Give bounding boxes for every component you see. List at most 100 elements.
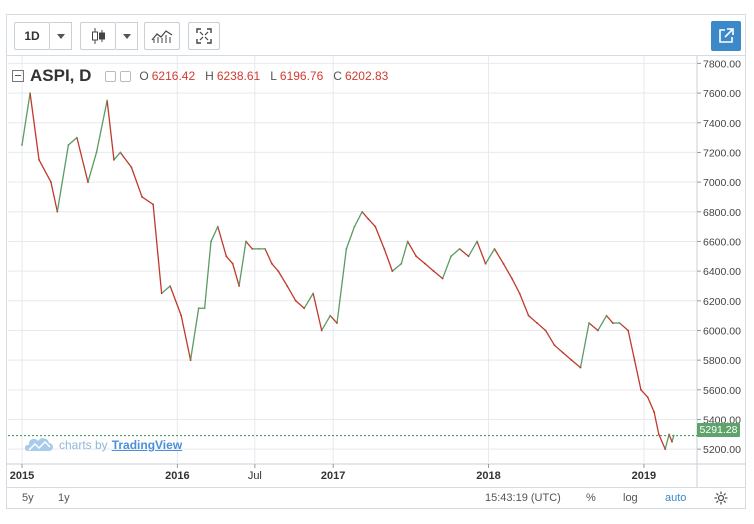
series-point xyxy=(353,225,356,228)
series-point xyxy=(633,359,636,362)
y-tick-label: 6200.00 xyxy=(703,296,741,308)
series-point xyxy=(646,396,649,399)
series-segment xyxy=(579,322,590,368)
series-point xyxy=(169,285,172,287)
series-segment xyxy=(161,285,171,294)
series-point xyxy=(668,433,670,436)
series-segment xyxy=(519,293,530,316)
collapse-icon[interactable] xyxy=(12,70,24,82)
chart-toolbar: 1D xyxy=(6,14,746,56)
series-segment xyxy=(407,241,417,257)
y-tick-label: 7200.00 xyxy=(703,147,741,159)
series-segment xyxy=(668,434,673,442)
series-segment xyxy=(76,137,89,183)
close-label: C xyxy=(333,69,342,83)
series-point xyxy=(251,247,254,250)
series-segment xyxy=(653,411,660,435)
popout-button[interactable] xyxy=(711,21,741,51)
range-5y-button[interactable]: 5y xyxy=(22,492,34,504)
series-point xyxy=(270,262,273,265)
fullscreen-button[interactable] xyxy=(188,22,220,50)
series-segment xyxy=(67,137,78,146)
series-segment xyxy=(597,315,608,331)
auto-toggle[interactable]: auto xyxy=(665,492,687,504)
series-segment xyxy=(467,241,478,257)
series-point xyxy=(672,434,675,437)
series-point xyxy=(458,247,461,250)
series-segment xyxy=(627,330,636,361)
series-segment xyxy=(493,248,505,265)
cloud-logo-icon xyxy=(25,438,53,451)
series-segment xyxy=(391,263,402,272)
y-tick-label: 7800.00 xyxy=(703,58,741,70)
series-segment xyxy=(238,241,247,287)
series-segment xyxy=(528,315,538,324)
chart-style-dropdown[interactable] xyxy=(116,22,138,50)
series-point xyxy=(562,351,564,354)
series-segment xyxy=(141,196,154,205)
series-point xyxy=(476,240,478,243)
indicators-button[interactable] xyxy=(144,22,180,50)
high-label: H xyxy=(205,69,214,83)
series-segment xyxy=(245,241,253,250)
series-point xyxy=(197,307,200,310)
series-point xyxy=(400,262,403,265)
settings-gear-icon[interactable] xyxy=(714,491,728,505)
series-segment xyxy=(336,248,348,324)
last-price-tag: 5291.28 xyxy=(697,423,740,437)
series-point xyxy=(312,292,315,295)
series-point xyxy=(329,314,332,317)
series-point xyxy=(570,359,573,362)
series-point xyxy=(527,314,530,317)
series-point xyxy=(493,247,496,250)
external-link-icon xyxy=(719,28,734,43)
series-point xyxy=(579,366,582,369)
x-tick-label: Jul xyxy=(248,470,262,482)
tradingview-watermark[interactable]: charts by TradingView xyxy=(25,437,182,453)
x-tick-label: 2015 xyxy=(10,470,34,482)
interval-dropdown[interactable] xyxy=(50,22,72,50)
series-segment xyxy=(286,285,297,302)
y-tick-label: 7400.00 xyxy=(703,118,741,130)
series-segment xyxy=(361,211,369,220)
series-segment xyxy=(21,92,31,146)
series-point xyxy=(345,247,348,250)
series-point xyxy=(238,285,240,287)
series-segment xyxy=(217,226,227,257)
series-point xyxy=(441,277,444,280)
series-point xyxy=(210,240,212,243)
series-segment xyxy=(189,308,200,361)
series-point xyxy=(225,255,228,258)
series-point xyxy=(76,136,78,139)
series-segment xyxy=(95,100,108,153)
series-point xyxy=(605,314,608,317)
series-point xyxy=(245,240,247,243)
series-segment xyxy=(605,315,614,324)
open-value: 6216.42 xyxy=(151,69,196,83)
interval-label: 1D xyxy=(24,29,40,43)
y-tick-label: 6400.00 xyxy=(703,266,741,278)
series-segment xyxy=(476,241,487,264)
percent-toggle[interactable]: % xyxy=(586,492,596,504)
series-segment xyxy=(545,330,556,346)
series-point xyxy=(415,255,418,258)
range-1y-button[interactable]: 1y xyxy=(58,492,70,504)
series-point xyxy=(424,262,427,265)
chart-style-button[interactable] xyxy=(80,22,116,50)
interval-button[interactable]: 1D xyxy=(14,22,50,50)
series-point xyxy=(286,285,289,287)
series-point xyxy=(67,144,70,146)
series-segment xyxy=(459,248,469,257)
series-segment xyxy=(210,226,219,242)
series-segment xyxy=(400,241,409,264)
gear-icon[interactable] xyxy=(120,70,132,82)
series-point xyxy=(671,440,673,443)
log-toggle[interactable]: log xyxy=(623,492,638,504)
series-segment xyxy=(415,255,426,265)
x-tick-label: 2019 xyxy=(632,470,656,482)
series-point xyxy=(203,307,206,310)
series-segment xyxy=(441,256,452,279)
eye-icon[interactable] xyxy=(105,70,117,82)
y-tick-label: 7000.00 xyxy=(703,177,741,189)
